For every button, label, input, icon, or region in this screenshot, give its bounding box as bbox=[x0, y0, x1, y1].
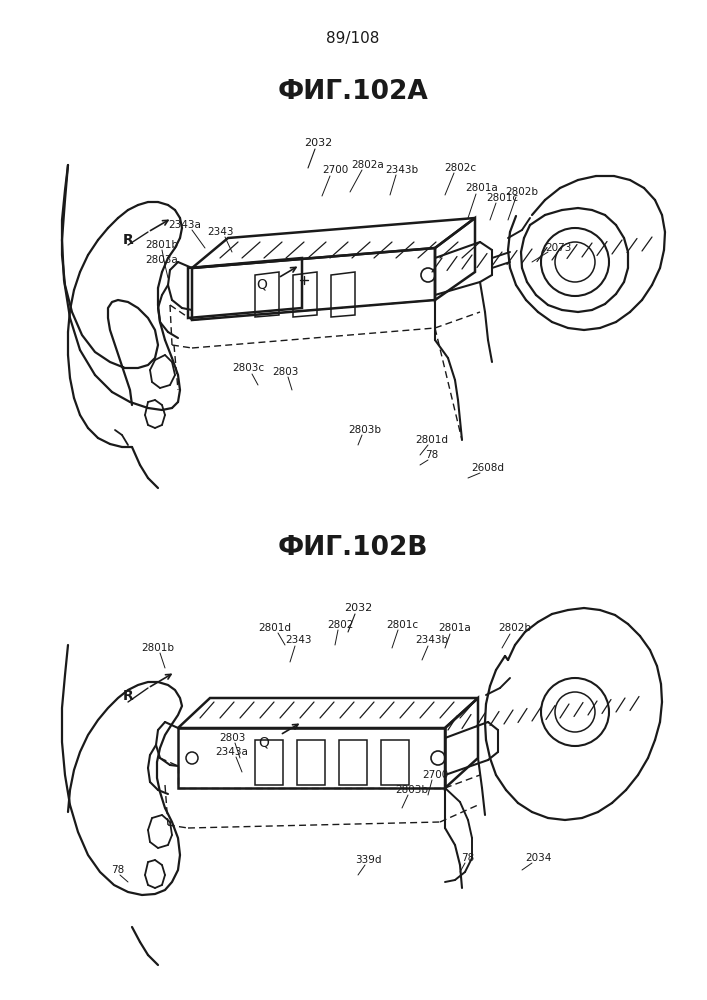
Text: Q: Q bbox=[259, 735, 269, 749]
Text: 339d: 339d bbox=[355, 855, 381, 865]
Text: 2032: 2032 bbox=[304, 138, 332, 148]
Text: 2802c: 2802c bbox=[444, 163, 476, 173]
Text: 2803a: 2803a bbox=[146, 255, 178, 265]
Text: 2073: 2073 bbox=[545, 243, 571, 253]
Text: Q: Q bbox=[257, 278, 267, 292]
Text: 2343: 2343 bbox=[206, 227, 233, 237]
Text: 2032: 2032 bbox=[344, 603, 372, 613]
Text: 2700: 2700 bbox=[422, 770, 448, 780]
Text: 2802: 2802 bbox=[327, 620, 354, 630]
Text: 2801a: 2801a bbox=[466, 183, 498, 193]
Text: 78: 78 bbox=[462, 853, 474, 863]
Text: 2608d: 2608d bbox=[472, 463, 505, 473]
Text: 2803b: 2803b bbox=[349, 425, 382, 435]
Text: 2803: 2803 bbox=[218, 733, 245, 743]
Text: 78: 78 bbox=[426, 450, 438, 460]
Text: ФИГ.102B: ФИГ.102B bbox=[278, 535, 428, 561]
Text: 2343b: 2343b bbox=[385, 165, 419, 175]
Text: 2343: 2343 bbox=[285, 635, 311, 645]
Text: 2801b: 2801b bbox=[146, 240, 178, 250]
Text: 2801a: 2801a bbox=[438, 623, 472, 633]
Text: 2801b: 2801b bbox=[141, 643, 175, 653]
Text: 78: 78 bbox=[112, 865, 124, 875]
Text: 2343a: 2343a bbox=[216, 747, 248, 757]
Text: 2801d: 2801d bbox=[259, 623, 291, 633]
Text: 2343b: 2343b bbox=[416, 635, 448, 645]
Text: 2803: 2803 bbox=[271, 367, 298, 377]
Text: 2801c: 2801c bbox=[386, 620, 418, 630]
Text: 2803b: 2803b bbox=[395, 785, 428, 795]
Text: 2802a: 2802a bbox=[351, 160, 385, 170]
Text: 2801d: 2801d bbox=[416, 435, 448, 445]
Text: 2801c: 2801c bbox=[486, 193, 518, 203]
Text: 2034: 2034 bbox=[525, 853, 551, 863]
Text: 2802b: 2802b bbox=[498, 623, 532, 633]
Text: ФИГ.102A: ФИГ.102A bbox=[278, 79, 428, 105]
Text: 2700: 2700 bbox=[322, 165, 348, 175]
Text: 2803c: 2803c bbox=[232, 363, 264, 373]
Text: 2343a: 2343a bbox=[168, 220, 201, 230]
Text: 89/108: 89/108 bbox=[327, 30, 380, 45]
Text: R: R bbox=[122, 233, 134, 247]
Text: 2802b: 2802b bbox=[506, 187, 539, 197]
Text: R: R bbox=[122, 689, 134, 703]
